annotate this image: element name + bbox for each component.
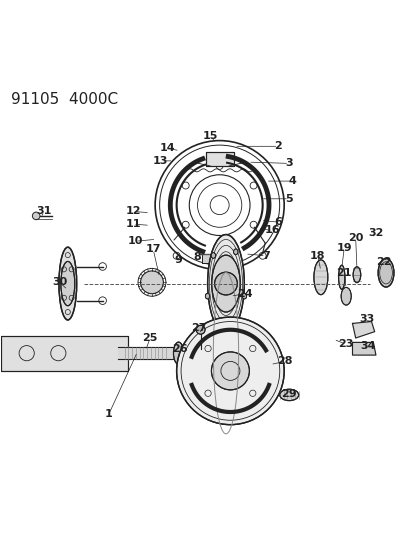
Bar bbox=[1, 336, 128, 371]
Text: 15: 15 bbox=[202, 131, 217, 141]
Text: 25: 25 bbox=[142, 333, 157, 343]
Bar bbox=[1, 336, 128, 371]
Text: 11: 11 bbox=[125, 219, 140, 229]
Text: 14: 14 bbox=[159, 143, 175, 153]
Bar bbox=[202, 254, 237, 263]
Text: 30: 30 bbox=[52, 277, 67, 287]
Circle shape bbox=[211, 352, 249, 390]
Bar bbox=[202, 254, 237, 263]
Text: 20: 20 bbox=[347, 233, 363, 243]
Text: 22: 22 bbox=[375, 257, 391, 267]
Ellipse shape bbox=[59, 247, 76, 320]
Text: 91105  4000C: 91105 4000C bbox=[11, 92, 118, 107]
Circle shape bbox=[140, 271, 163, 294]
Ellipse shape bbox=[242, 293, 246, 299]
Text: 32: 32 bbox=[367, 228, 383, 238]
Text: 12: 12 bbox=[125, 206, 140, 216]
Ellipse shape bbox=[205, 293, 209, 299]
Text: 8: 8 bbox=[193, 252, 201, 262]
Circle shape bbox=[32, 212, 40, 220]
Text: 27: 27 bbox=[190, 323, 206, 333]
Text: 33: 33 bbox=[358, 314, 374, 324]
Ellipse shape bbox=[211, 255, 240, 312]
Text: 2: 2 bbox=[274, 141, 282, 151]
Ellipse shape bbox=[61, 262, 75, 306]
Text: 34: 34 bbox=[360, 341, 375, 351]
Bar bbox=[205, 152, 233, 166]
Ellipse shape bbox=[313, 260, 327, 295]
Bar bbox=[205, 152, 233, 166]
Text: 21: 21 bbox=[336, 268, 351, 278]
Ellipse shape bbox=[338, 265, 344, 289]
Text: 18: 18 bbox=[309, 251, 325, 261]
Text: 28: 28 bbox=[276, 357, 292, 366]
Ellipse shape bbox=[340, 287, 350, 305]
Text: 3: 3 bbox=[285, 158, 292, 168]
Text: 17: 17 bbox=[145, 245, 161, 254]
Text: 7: 7 bbox=[261, 251, 269, 261]
Text: 24: 24 bbox=[237, 289, 252, 298]
Text: 6: 6 bbox=[274, 217, 282, 227]
Circle shape bbox=[196, 325, 204, 334]
Text: 9: 9 bbox=[174, 255, 182, 265]
Text: 16: 16 bbox=[264, 225, 279, 236]
Ellipse shape bbox=[352, 267, 360, 282]
Ellipse shape bbox=[223, 318, 228, 323]
Text: 10: 10 bbox=[128, 236, 143, 246]
Text: 23: 23 bbox=[338, 340, 353, 349]
Circle shape bbox=[214, 272, 237, 295]
Text: 4: 4 bbox=[288, 176, 296, 186]
Text: 26: 26 bbox=[171, 344, 187, 354]
Ellipse shape bbox=[279, 389, 298, 401]
Polygon shape bbox=[351, 342, 375, 355]
Ellipse shape bbox=[233, 249, 237, 255]
Text: 19: 19 bbox=[336, 243, 351, 253]
Text: 5: 5 bbox=[285, 194, 292, 204]
Circle shape bbox=[176, 317, 283, 425]
Ellipse shape bbox=[207, 235, 244, 333]
Ellipse shape bbox=[377, 259, 393, 287]
Polygon shape bbox=[351, 321, 374, 338]
Text: 13: 13 bbox=[153, 156, 168, 166]
Ellipse shape bbox=[211, 253, 215, 259]
Text: 29: 29 bbox=[281, 389, 297, 399]
Text: 31: 31 bbox=[37, 206, 52, 216]
Ellipse shape bbox=[173, 342, 183, 364]
Text: 1: 1 bbox=[105, 409, 112, 419]
